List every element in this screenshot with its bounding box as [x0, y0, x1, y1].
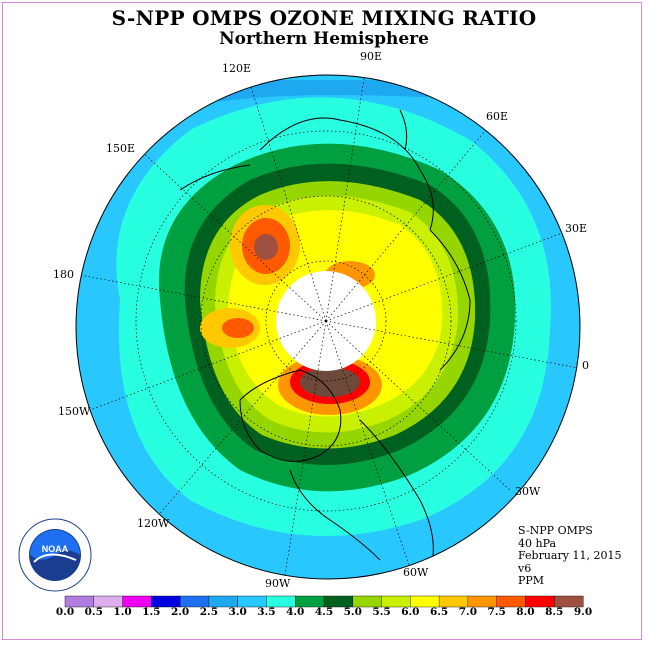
lon-label-180: 180 [53, 268, 74, 281]
colorbar-tick-label: 9.0 [573, 606, 593, 618]
info-level: 40 hPa [518, 536, 557, 550]
map-boundary [75, 74, 581, 580]
info-block: S-NPP OMPS 40 hPa February 11, 2015 v6 P… [518, 524, 622, 588]
max-spot-siberia-core [254, 234, 278, 260]
lon-label-150e: 150E [106, 142, 136, 155]
lon-label-30e: 30E [565, 222, 588, 235]
colorbar-tick-label: 6.0 [401, 606, 420, 618]
lon-label-60e: 60E [486, 110, 509, 123]
colorbar-tick-label: 0.0 [55, 606, 75, 618]
info-date: February 11, 2015 [518, 549, 622, 563]
lon-label-90e: 90E [360, 50, 383, 63]
lon-label-120w: 120W [137, 517, 170, 530]
colorbar-tick-label: 3.0 [228, 606, 247, 618]
lon-label-0: 0 [582, 359, 589, 372]
colorbar-tick-label: 6.5 [429, 606, 449, 618]
colorbar-tick-label: 1.5 [142, 606, 161, 618]
noaa-logo-text: NOAA [42, 544, 69, 554]
colorbar-tick-label: 2.5 [199, 606, 219, 618]
colorbar-tick-label: 8.5 [545, 606, 564, 618]
colorbar-swatch [554, 595, 584, 608]
info-units: PPM [518, 574, 545, 588]
map-subtitle: Northern Hemisphere [219, 29, 429, 49]
colorbar-tick-label: 7.0 [458, 606, 478, 618]
lon-label-90w: 90W [265, 577, 291, 590]
lon-label-120e: 120E [222, 62, 252, 75]
lon-label-60w: 60W [403, 566, 429, 579]
max-spot-pacific-inner [222, 318, 254, 338]
colorbar-tick-label: 0.5 [84, 606, 103, 618]
colorbar-tick-label: 7.5 [487, 606, 506, 618]
coastlines [179, 109, 471, 571]
colorbar-tick-label: 5.0 [343, 606, 362, 618]
graticule [79, 75, 579, 576]
colorbar-tick-label: 2.0 [170, 606, 190, 618]
lon-label-30w: 30W [515, 485, 541, 498]
colorbar [64, 595, 584, 608]
image-frame [2, 2, 642, 640]
colorbar-tick-label: 4.0 [286, 606, 305, 618]
noaa-logo: NOAA [18, 518, 92, 592]
map-title: S-NPP OMPS OZONE MIXING RATIO [111, 6, 537, 30]
max-spot-canada-core [300, 367, 360, 397]
colorbar-tick-label: 1.0 [113, 606, 132, 618]
colorbar-tick-label: 4.5 [314, 606, 334, 618]
colorbar-tick-label: 5.5 [372, 606, 391, 618]
info-version: v6 [518, 561, 532, 575]
colorbar-tick-label: 3.5 [257, 606, 276, 618]
info-instrument: S-NPP OMPS [518, 524, 593, 537]
colorbar-tick-label: 8.0 [516, 606, 535, 618]
lon-label-150w: 150W [58, 405, 91, 418]
